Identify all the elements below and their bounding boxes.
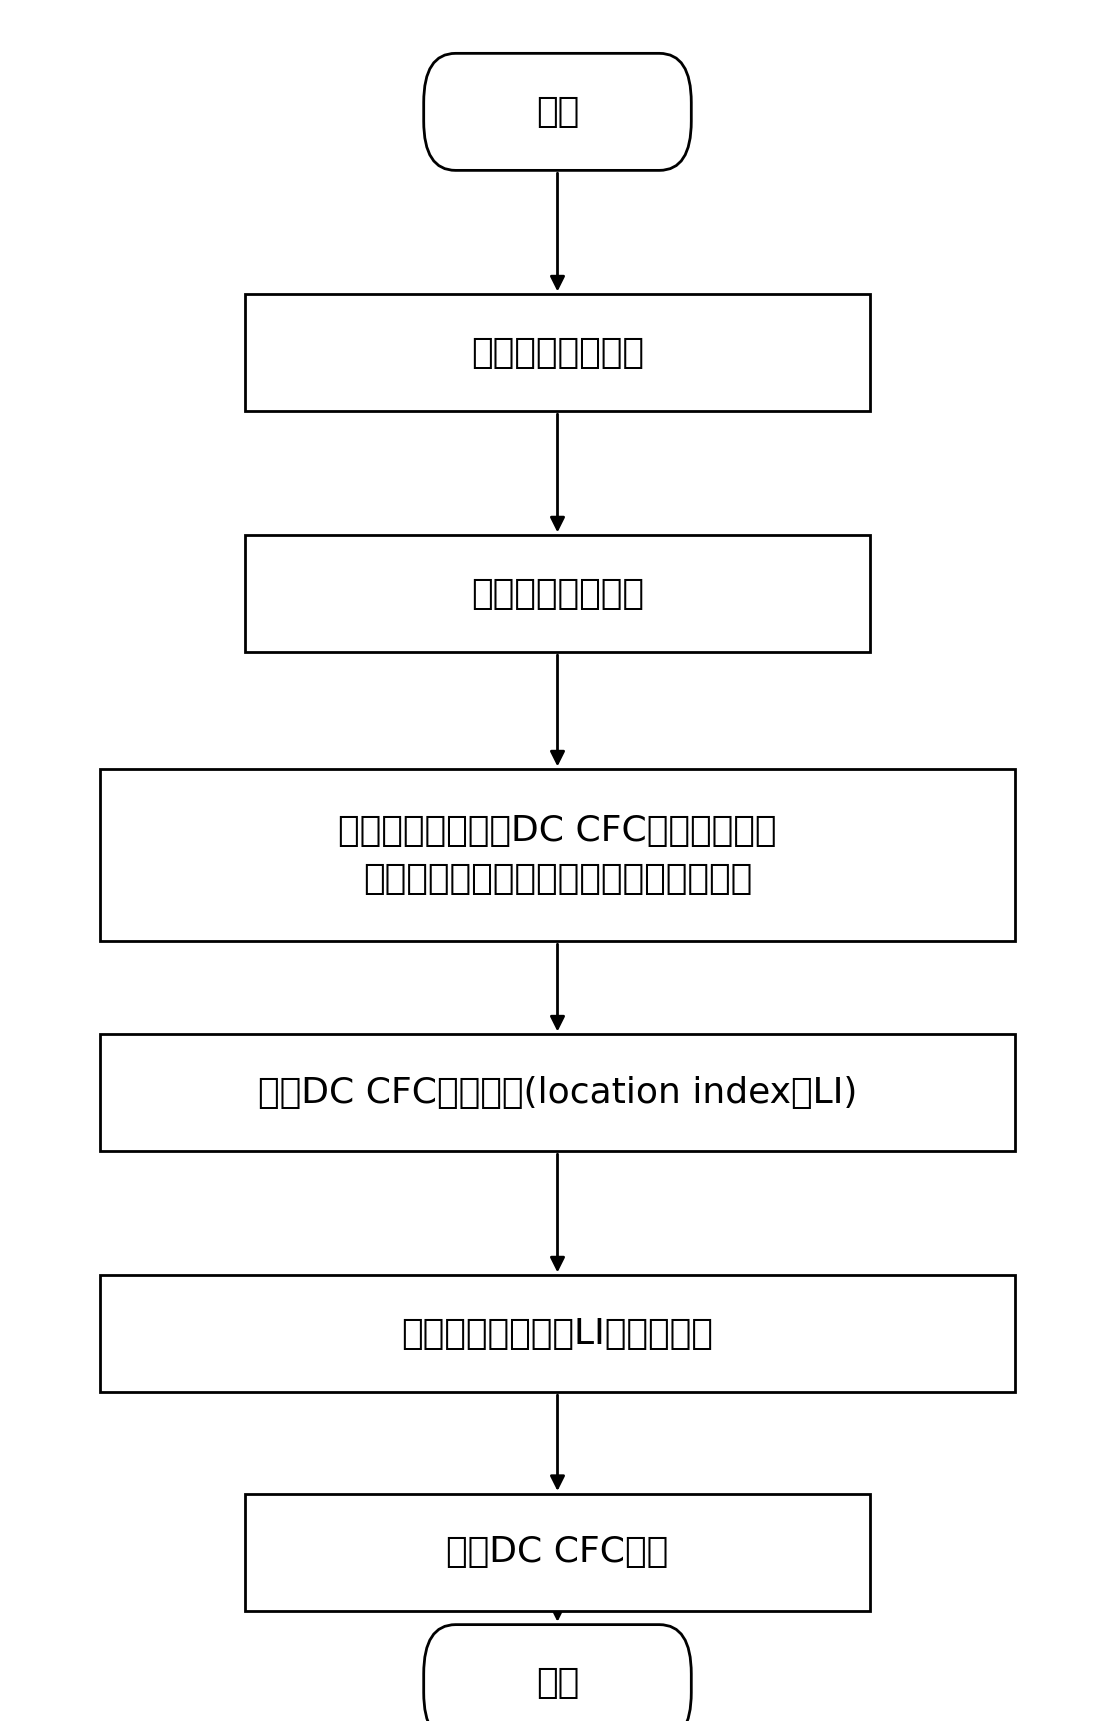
- Text: 结束: 结束: [536, 1666, 579, 1700]
- Text: 直流电网潮流计算: 直流电网潮流计算: [471, 577, 644, 611]
- FancyBboxPatch shape: [424, 53, 691, 170]
- Bar: [100, 1275, 1015, 1392]
- Bar: [100, 1034, 1015, 1151]
- FancyBboxPatch shape: [424, 1625, 691, 1721]
- Text: 计算各支路电流对DC CFC在受控支路上: 计算各支路电流对DC CFC在受控支路上: [338, 814, 777, 848]
- Text: 开始: 开始: [536, 95, 579, 129]
- Bar: [100, 769, 1015, 941]
- Text: 引入的等效理想变压器变比的耦合灵敏度: 引入的等效理想变压器变比的耦合灵敏度: [362, 862, 753, 897]
- Text: 对直流电网各支路LI值进行排序: 对直流电网各支路LI值进行排序: [401, 1317, 714, 1351]
- Text: 进行DC CFC选址: 进行DC CFC选址: [446, 1535, 669, 1570]
- Bar: [245, 294, 870, 411]
- Bar: [245, 535, 870, 652]
- Text: 输入电网初始数据: 输入电网初始数据: [471, 336, 644, 370]
- Text: 建立DC CFC配置指标(location index，LI): 建立DC CFC配置指标(location index，LI): [258, 1076, 857, 1110]
- Bar: [245, 1494, 870, 1611]
